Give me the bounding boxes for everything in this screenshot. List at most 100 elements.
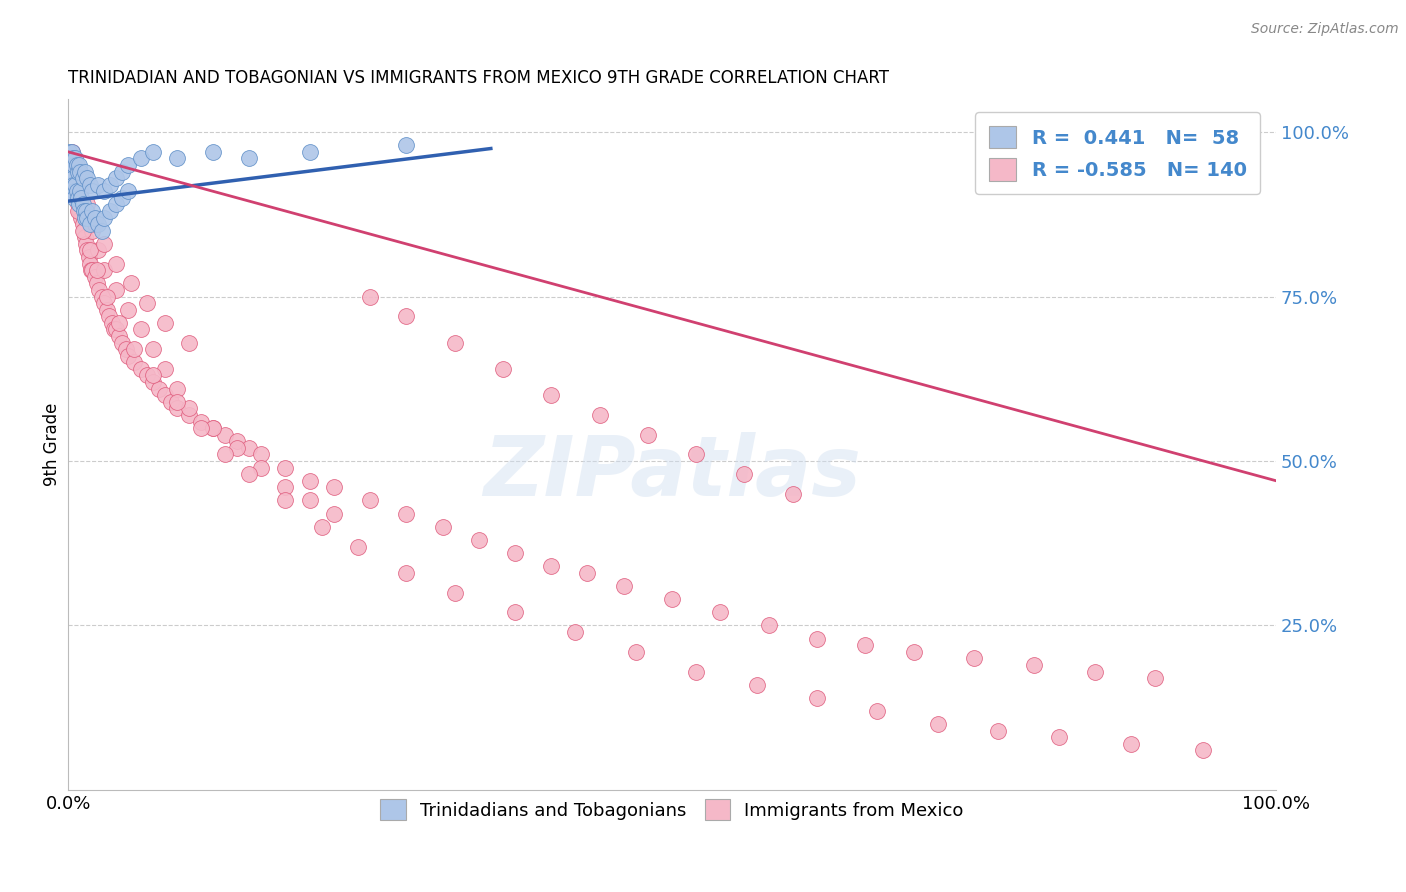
Point [73,224,96,238]
Point [129,152,152,166]
Point [58,152,80,166]
Point [135,296,157,310]
Point [65,164,87,178]
Point [214,427,236,442]
Point [166,152,188,166]
Point [89,283,111,297]
Point [63,158,86,172]
Point [782,487,804,501]
Point [1192,743,1215,757]
Point [111,335,134,350]
Point [395,138,418,153]
Point [322,507,344,521]
Point [65,184,87,198]
Point [72,197,94,211]
Point [73,164,96,178]
Point [82,224,104,238]
Point [142,375,165,389]
Point [93,296,115,310]
Point [98,204,121,219]
Point [734,467,756,482]
Point [76,197,98,211]
Point [90,224,112,238]
Point [503,605,526,619]
Point [75,236,97,251]
Point [65,184,87,198]
Point [117,349,139,363]
Point [395,507,418,521]
Point [1047,731,1070,745]
Point [79,217,101,231]
Point [105,171,128,186]
Point [82,204,104,219]
Legend: Trinidadians and Tobagonians, Immigrants from Mexico: Trinidadians and Tobagonians, Immigrants… [368,787,976,833]
Point [190,421,212,435]
Point [853,638,876,652]
Point [142,145,165,159]
Point [274,480,297,494]
Point [540,388,562,402]
Point [100,316,122,330]
Point [65,158,87,172]
Point [96,302,118,317]
Point [76,211,98,225]
Point [613,579,636,593]
Point [866,704,889,718]
Point [73,230,96,244]
Point [166,401,188,416]
Point [105,322,128,336]
Point [76,171,98,186]
Point [576,566,599,580]
Point [347,540,370,554]
Point [60,145,83,159]
Point [274,460,297,475]
Point [503,546,526,560]
Point [745,678,768,692]
Point [117,158,139,172]
Point [58,145,80,159]
Point [87,178,110,192]
Point [72,171,94,186]
Point [73,204,96,219]
Point [322,480,344,494]
Point [177,335,200,350]
Point [83,217,105,231]
Point [93,184,115,198]
Point [107,329,129,343]
Point [927,717,949,731]
Point [82,263,104,277]
Point [238,467,260,482]
Point [62,171,84,186]
Point [588,408,610,422]
Point [685,447,707,461]
Point [98,310,121,324]
Point [66,197,89,211]
Point [105,197,128,211]
Point [59,178,82,192]
Point [166,382,188,396]
Point [66,204,89,219]
Point [72,217,94,231]
Point [758,618,780,632]
Point [107,316,129,330]
Text: Source: ZipAtlas.com: Source: ZipAtlas.com [1251,22,1399,37]
Point [105,257,128,271]
Point [65,191,87,205]
Point [395,310,418,324]
Point [60,184,83,198]
Point [93,211,115,225]
Point [60,158,83,172]
Point [159,394,181,409]
Point [135,368,157,383]
Point [120,277,142,291]
Point [177,408,200,422]
Point [60,145,83,159]
Point [62,152,84,166]
Point [153,388,176,402]
Point [238,152,260,166]
Point [59,158,82,172]
Point [153,362,176,376]
Point [564,625,586,640]
Point [67,158,90,172]
Point [93,263,115,277]
